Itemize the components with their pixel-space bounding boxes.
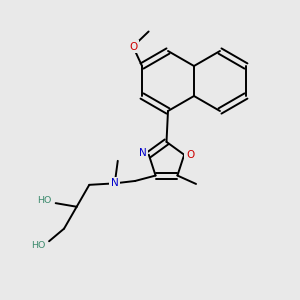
Text: HO: HO [37,196,51,205]
Text: O: O [129,41,137,52]
Text: N: N [139,148,147,158]
Text: N: N [111,178,118,188]
Text: O: O [186,150,194,160]
Text: HO: HO [31,241,46,250]
